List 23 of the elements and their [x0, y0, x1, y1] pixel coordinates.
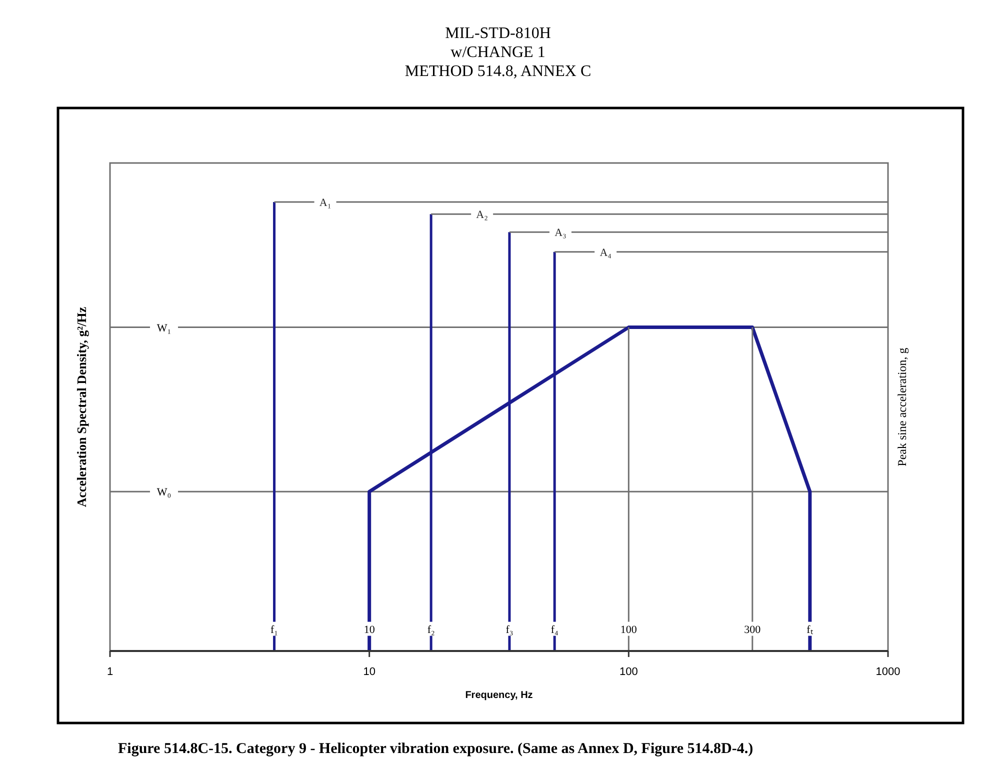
annotation: 300 [744, 624, 762, 636]
annotation: f₄ [550, 624, 558, 636]
y2-axis-title: Peak sine acceleration, g [895, 348, 909, 466]
caption: Figure 514.8C-15. Category 9 - Helicopter vibration exposure. (Same as Annex D, Figure 514.8D-4.) [118, 741, 754, 757]
ref-line-label: W₁ [156, 322, 172, 334]
annotation: f₃ [506, 624, 514, 636]
annotation: fₜ [806, 624, 814, 636]
annotation: f₁ [270, 624, 278, 636]
chart-title: MIL-STD-810H w/CHANGE 1 METHOD 514.8, ANNEX C [404, 25, 592, 80]
series-label: A₄ [600, 246, 612, 259]
annotation: f₂ [427, 624, 435, 636]
x-tick-label: 10 [363, 666, 376, 678]
ref-line-label: W₀ [156, 486, 172, 499]
series-label: A₃ [554, 227, 567, 240]
x-tick-label: 100 [619, 666, 638, 678]
x-axis-title: Frequency, Hz [465, 690, 533, 701]
x-tick-label: 1000 [876, 666, 900, 678]
series-label: A₁ [319, 197, 332, 210]
annotation: 10 [364, 624, 376, 636]
series-label: A₂ [476, 209, 488, 222]
x-tick-label: 1 [106, 666, 114, 678]
y-axis-title: Acceleration Spectral Density, g²/Hz [74, 306, 89, 508]
annotation: 100 [620, 624, 638, 636]
